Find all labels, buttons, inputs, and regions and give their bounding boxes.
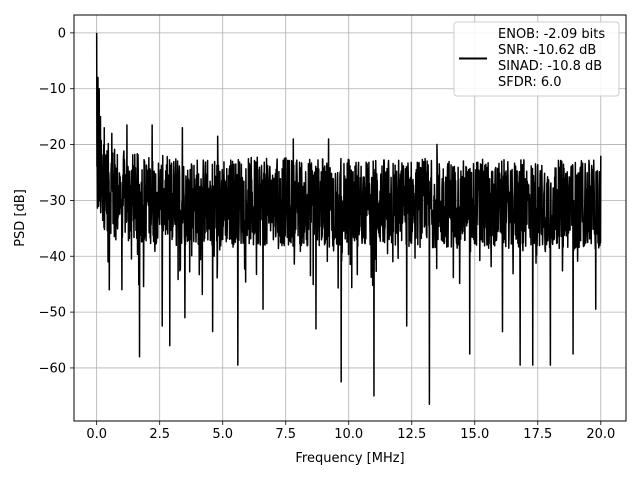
y-tick-label: −50: [39, 306, 66, 321]
x-tick-label: 17.5: [523, 427, 552, 442]
y-tick-label: 0: [58, 26, 66, 41]
y-tick-label: −10: [39, 82, 66, 97]
x-axis-label: Frequency [MHz]: [295, 451, 404, 466]
y-tick-label: −60: [39, 361, 66, 376]
x-tick-label: 10.0: [334, 427, 363, 442]
ticks: 0.0 2.5 5.0 7.5 10.0 12.5 15.0 17.5 20.0 0 −10 −20 −…: [39, 26, 616, 442]
legend-line-snr: SNR: -10.62 dB: [498, 43, 596, 58]
x-tick-label: 15.0: [460, 427, 489, 442]
x-tick-label: 2.5: [149, 427, 170, 442]
x-tick-label: 0.0: [86, 427, 107, 442]
psd-series-line: [95, 32, 602, 405]
y-tick-label: −40: [39, 250, 66, 265]
y-tick-label: −30: [39, 194, 66, 209]
x-tick-label: 5.0: [212, 427, 233, 442]
axes-frame: [73, 14, 627, 422]
x-tick-label: 20.0: [586, 427, 615, 442]
x-tick-label: 12.5: [397, 427, 426, 442]
legend-line-sfdr: SFDR: 6.0: [498, 75, 562, 90]
legend-line-enob: ENOB: -2.09 bits: [498, 27, 605, 42]
y-axis-label: PSD [dB]: [13, 189, 28, 247]
plot-data: [95, 32, 602, 405]
legend: ENOB: -2.09 bits SNR: -10.62 dB SINAD: -…: [453, 21, 620, 97]
legend-line-sinad: SINAD: -10.8 dB: [498, 59, 602, 74]
x-tick-label: 7.5: [275, 427, 296, 442]
legend-box: [453, 21, 620, 97]
y-tick-label: −20: [39, 138, 66, 153]
